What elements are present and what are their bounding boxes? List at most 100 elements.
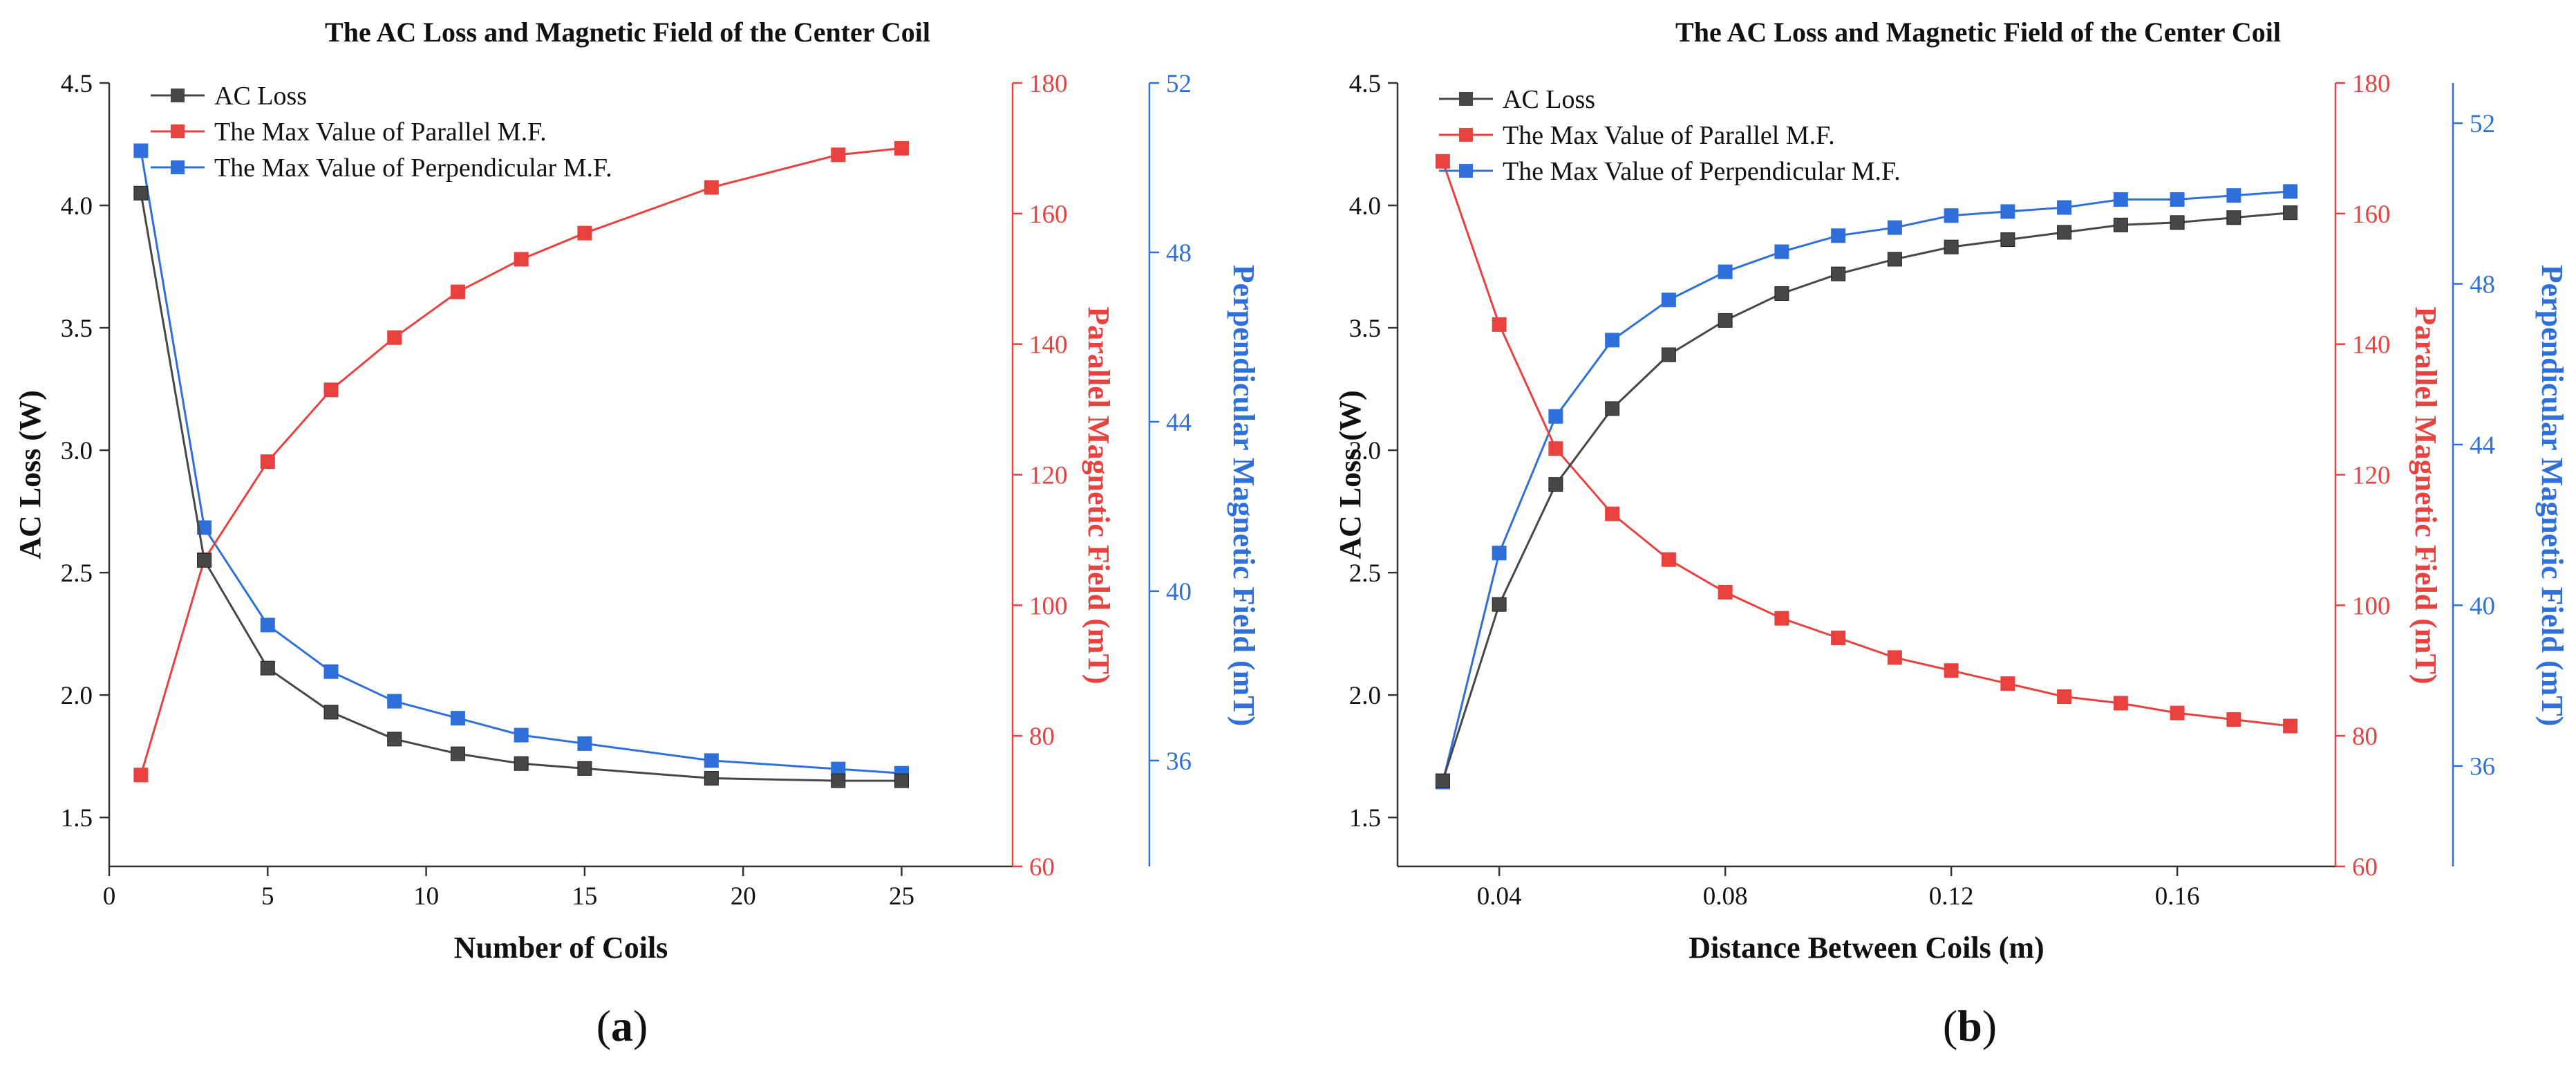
chart-title: The AC Loss and Magnetic Field of the Ce… xyxy=(325,17,930,48)
caption-letter: a xyxy=(611,1001,633,1050)
data-point-series-0 xyxy=(1661,347,1676,362)
data-point-series-1 xyxy=(2283,718,2298,734)
legend-entry: The Max Value of Parallel M.F. xyxy=(214,118,547,147)
data-point-series-1 xyxy=(2170,705,2185,721)
y-tick-label-right1: 140 xyxy=(1029,331,1068,360)
data-point-series-0 xyxy=(514,756,529,771)
data-point-series-2 xyxy=(1831,228,1846,243)
y-tick-label-left: 4.0 xyxy=(61,192,93,221)
data-point-series-0 xyxy=(323,705,339,720)
data-point-series-1 xyxy=(577,225,592,241)
data-point-series-2 xyxy=(2170,192,2185,207)
caption-close: ) xyxy=(633,1001,648,1050)
chart-panel-b: The AC Loss and Magnetic Field of the Ce… xyxy=(1333,17,2569,1050)
legend-marker xyxy=(1459,164,1473,178)
y-tick-label-right2: 52 xyxy=(1166,70,1192,98)
x-tick-label: 5 xyxy=(261,882,274,911)
data-point-series-1 xyxy=(2113,696,2128,711)
y-tick-label-left: 3.0 xyxy=(1349,437,1381,465)
data-point-series-1 xyxy=(1887,650,1902,665)
data-point-series-1 xyxy=(2057,689,2072,705)
data-point-series-1 xyxy=(1944,663,1959,678)
y-tick-label-right1: 120 xyxy=(1029,462,1068,490)
data-point-series-0 xyxy=(1887,252,1902,267)
data-point-series-0 xyxy=(197,552,212,568)
data-point-series-2 xyxy=(1605,333,1620,348)
data-point-series-2 xyxy=(387,694,402,709)
y-tick-label-left: 1.5 xyxy=(61,804,93,833)
data-point-series-2 xyxy=(1944,208,1959,223)
y-tick-label-right2: 36 xyxy=(1166,747,1192,776)
panel-caption: (b) xyxy=(1943,1001,1997,1050)
chart-title: The AC Loss and Magnetic Field of the Ce… xyxy=(1675,17,2281,48)
legend-marker xyxy=(1459,128,1473,142)
y-tick-label-right1: 120 xyxy=(2352,462,2391,490)
series-line-1 xyxy=(1441,160,2291,727)
data-point-series-2 xyxy=(323,664,339,679)
data-point-series-2 xyxy=(2226,188,2241,203)
data-point-series-2 xyxy=(2000,204,2015,219)
data-point-series-1 xyxy=(1718,584,1733,600)
caption-open: ( xyxy=(596,1001,611,1050)
y-axis-label-right2: Perpendicular Magnetic Field (mT) xyxy=(1227,265,1261,727)
x-tick-label: 15 xyxy=(572,882,597,911)
y-tick-label-right1: 180 xyxy=(2352,70,2391,98)
data-point-series-2 xyxy=(1718,264,1733,279)
data-point-series-1 xyxy=(1435,154,1450,169)
legend-marker xyxy=(171,160,185,174)
caption-open: ( xyxy=(1943,1001,1957,1050)
data-point-series-2 xyxy=(577,736,592,751)
data-point-series-0 xyxy=(260,660,275,676)
y-tick-label-left: 4.5 xyxy=(61,70,93,98)
data-point-series-2 xyxy=(1774,244,1789,259)
data-point-series-0 xyxy=(704,771,719,786)
y-tick-label-right2: 48 xyxy=(2470,271,2495,299)
y-tick-label-left: 2.0 xyxy=(61,682,93,710)
legend-entry: The Max Value of Perpendicular M.F. xyxy=(1503,157,1901,186)
chart-panel-a: The AC Loss and Magnetic Field of the Ce… xyxy=(13,17,1261,1050)
data-point-series-2 xyxy=(704,753,719,768)
data-point-series-1 xyxy=(2000,676,2015,691)
y-tick-label-left: 3.0 xyxy=(61,437,93,465)
series-line-1 xyxy=(140,147,902,776)
x-tick-label: 0 xyxy=(103,882,116,911)
data-point-series-0 xyxy=(1605,401,1620,416)
y-tick-label-right2: 36 xyxy=(2470,753,2495,781)
data-point-series-2 xyxy=(450,711,465,726)
legend-entry: AC Loss xyxy=(214,82,307,111)
data-point-series-1 xyxy=(1492,317,1507,332)
data-point-series-1 xyxy=(260,454,275,470)
x-tick-label: 0.16 xyxy=(2155,882,2200,911)
data-point-series-1 xyxy=(1774,611,1789,626)
data-point-series-0 xyxy=(2170,215,2185,230)
y-tick-label-left: 3.5 xyxy=(1349,315,1381,343)
series-line-2 xyxy=(140,150,902,774)
data-point-series-2 xyxy=(1548,409,1563,424)
y-tick-label-left: 2.5 xyxy=(61,559,93,588)
data-point-series-0 xyxy=(1435,773,1450,788)
legend-marker xyxy=(1459,92,1473,106)
y-tick-label-right2: 40 xyxy=(1166,578,1192,606)
data-point-series-1 xyxy=(514,252,529,267)
y-axis-label-right2: Perpendicular Magnetic Field (mT) xyxy=(2535,265,2569,727)
data-point-series-2 xyxy=(2113,192,2128,207)
data-point-series-1 xyxy=(387,330,402,345)
data-point-series-0 xyxy=(450,746,465,761)
y-tick-label-right2: 48 xyxy=(1166,239,1192,268)
y-tick-label-right1: 160 xyxy=(2352,201,2391,229)
legend-marker xyxy=(171,89,185,102)
y-tick-label-left: 3.5 xyxy=(61,315,93,343)
y-tick-label-right1: 160 xyxy=(1029,201,1068,229)
data-point-series-0 xyxy=(1944,239,1959,254)
y-tick-label-right1: 60 xyxy=(1029,853,1055,882)
data-point-series-2 xyxy=(1492,546,1507,561)
data-point-series-0 xyxy=(1831,266,1846,281)
y-tick-label-right1: 180 xyxy=(1029,70,1068,98)
legend-entry: AC Loss xyxy=(1503,85,1595,114)
data-point-series-1 xyxy=(323,382,339,398)
y-tick-label-left: 1.5 xyxy=(1349,804,1381,833)
series-line-2 xyxy=(1441,190,2291,783)
y-tick-label-right2: 44 xyxy=(2470,431,2495,460)
legend-marker xyxy=(171,124,185,138)
